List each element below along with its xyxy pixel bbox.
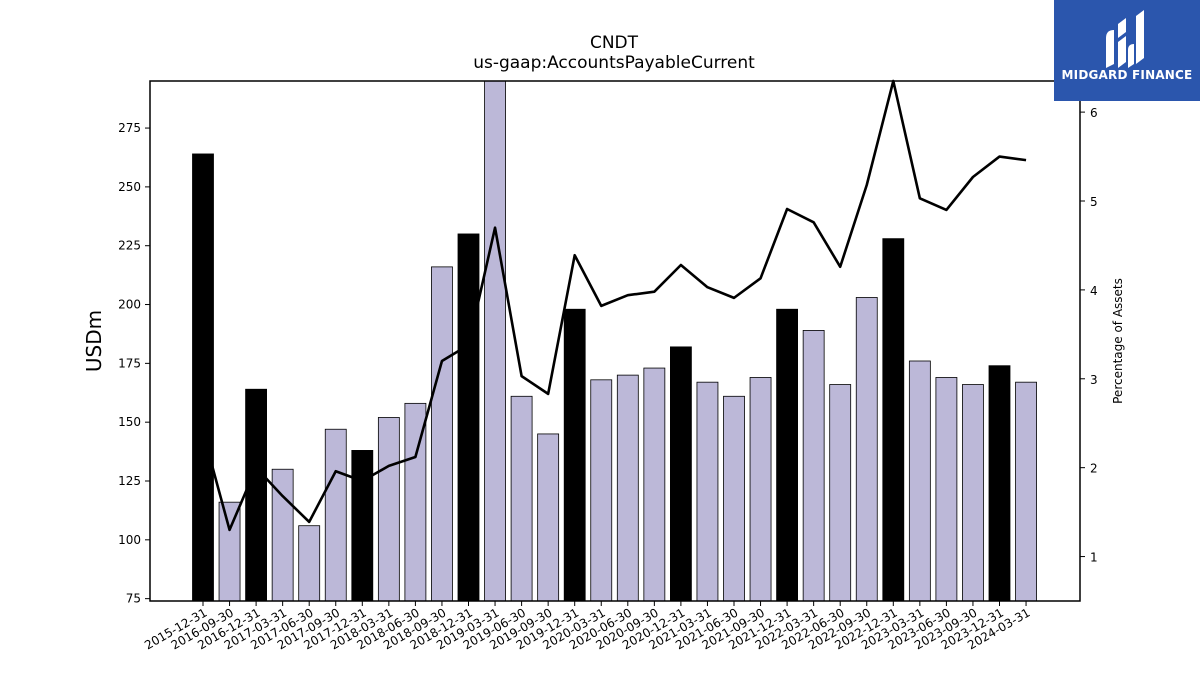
y-tick-label: 100 xyxy=(118,533,141,547)
y-tick-label: 200 xyxy=(118,298,141,312)
brand-logo: MIDGARD FINANCE xyxy=(1054,0,1200,101)
bar xyxy=(431,266,453,602)
bar xyxy=(563,308,586,602)
bar xyxy=(590,379,613,602)
y-tick-label: 75 xyxy=(126,592,141,606)
chart-title: CNDT xyxy=(590,33,639,53)
bar xyxy=(245,388,268,602)
y-tick-label: 150 xyxy=(118,415,141,429)
y-axis-label: USDm xyxy=(82,310,106,372)
y-tick-label: 250 xyxy=(118,180,141,194)
bar xyxy=(192,153,214,602)
y2-tick-label: 1 xyxy=(1090,551,1098,565)
bar xyxy=(457,233,480,602)
bar xyxy=(377,417,400,602)
bar xyxy=(484,80,506,602)
bar xyxy=(776,308,798,602)
bar xyxy=(723,395,745,602)
y-tick-label: 175 xyxy=(118,356,141,370)
midgard-logo-icon xyxy=(1106,10,1144,68)
axes: 751001251501752002252502751234562015-12-… xyxy=(118,106,1098,652)
bar xyxy=(935,377,958,602)
y2-tick-label: 5 xyxy=(1090,195,1098,209)
bar xyxy=(696,381,719,602)
y-tick-label: 125 xyxy=(118,474,141,488)
bar xyxy=(1015,381,1037,602)
bar xyxy=(510,395,533,602)
bar-group xyxy=(192,80,1037,602)
percentage-line xyxy=(201,79,1027,532)
bar xyxy=(670,346,692,602)
bar xyxy=(643,367,666,602)
y2-tick-label: 4 xyxy=(1090,284,1098,298)
bar xyxy=(802,330,825,602)
bar xyxy=(324,428,347,602)
bar xyxy=(351,450,374,602)
chart-subtitle: us-gaap:AccountsPayableCurrent xyxy=(473,53,755,73)
bar xyxy=(616,374,639,602)
brand-name: MIDGARD FINANCE xyxy=(1061,68,1193,82)
plot-frame xyxy=(149,80,1081,602)
y-tick-label: 225 xyxy=(118,239,141,253)
y2-tick-label: 3 xyxy=(1090,373,1098,387)
bar xyxy=(829,384,852,602)
y2-axis-label: Percentage of Assets xyxy=(1111,278,1125,404)
bar xyxy=(988,365,1011,602)
bar xyxy=(882,238,905,602)
y-tick-label: 275 xyxy=(118,121,141,135)
y2-tick-label: 6 xyxy=(1090,106,1098,120)
bar xyxy=(855,297,878,602)
bar xyxy=(537,433,560,602)
bar xyxy=(908,360,931,602)
bar xyxy=(749,377,772,602)
bar xyxy=(218,501,241,602)
line-group xyxy=(201,79,1027,532)
bar xyxy=(298,525,321,602)
y2-tick-label: 2 xyxy=(1090,462,1098,476)
bar xyxy=(962,384,984,602)
